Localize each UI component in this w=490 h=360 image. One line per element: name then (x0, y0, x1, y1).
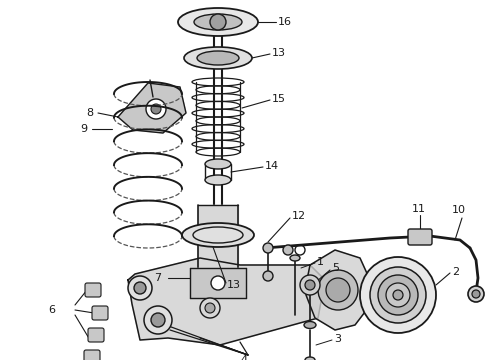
FancyBboxPatch shape (92, 306, 108, 320)
Circle shape (205, 303, 215, 313)
Ellipse shape (305, 357, 315, 360)
Text: 7: 7 (154, 273, 161, 283)
Circle shape (378, 275, 418, 315)
Circle shape (370, 267, 426, 323)
Text: 13: 13 (227, 280, 241, 290)
Circle shape (468, 286, 484, 302)
Text: 16: 16 (278, 17, 292, 27)
Text: 8: 8 (86, 108, 93, 118)
Text: 11: 11 (412, 204, 426, 214)
Text: 9: 9 (80, 125, 87, 134)
Circle shape (318, 270, 358, 310)
Circle shape (144, 306, 172, 334)
Text: 6: 6 (48, 305, 55, 315)
Ellipse shape (194, 14, 242, 30)
Circle shape (151, 313, 165, 327)
Circle shape (386, 283, 410, 307)
Circle shape (263, 271, 273, 281)
Ellipse shape (178, 8, 258, 36)
Polygon shape (190, 268, 246, 298)
Circle shape (263, 243, 273, 253)
Circle shape (134, 282, 146, 294)
Circle shape (151, 104, 161, 114)
Ellipse shape (304, 321, 316, 328)
Ellipse shape (182, 223, 254, 247)
Circle shape (300, 275, 320, 295)
Text: 5: 5 (332, 263, 339, 273)
Polygon shape (118, 83, 186, 133)
Text: 3: 3 (334, 334, 341, 344)
Polygon shape (306, 250, 370, 330)
Circle shape (305, 280, 315, 290)
Circle shape (360, 257, 436, 333)
Text: 1: 1 (317, 257, 324, 267)
Text: 13: 13 (272, 48, 286, 58)
Circle shape (200, 298, 220, 318)
Ellipse shape (205, 159, 231, 169)
Ellipse shape (205, 175, 231, 185)
FancyBboxPatch shape (88, 328, 104, 342)
Circle shape (146, 99, 166, 119)
FancyBboxPatch shape (408, 229, 432, 245)
Circle shape (472, 290, 480, 298)
Text: 2: 2 (452, 267, 459, 277)
Polygon shape (198, 205, 238, 268)
Text: 14: 14 (265, 161, 279, 171)
Circle shape (283, 245, 293, 255)
Text: 4: 4 (241, 355, 247, 360)
Polygon shape (128, 258, 325, 345)
Circle shape (210, 14, 226, 30)
Circle shape (211, 276, 225, 290)
Circle shape (326, 278, 350, 302)
FancyBboxPatch shape (85, 283, 101, 297)
Circle shape (128, 276, 152, 300)
Ellipse shape (290, 255, 300, 261)
Text: 15: 15 (272, 94, 286, 104)
Ellipse shape (184, 47, 252, 69)
FancyBboxPatch shape (84, 350, 100, 360)
Text: 12: 12 (292, 211, 306, 221)
Text: 10: 10 (452, 205, 466, 215)
Ellipse shape (197, 51, 239, 65)
Circle shape (393, 290, 403, 300)
